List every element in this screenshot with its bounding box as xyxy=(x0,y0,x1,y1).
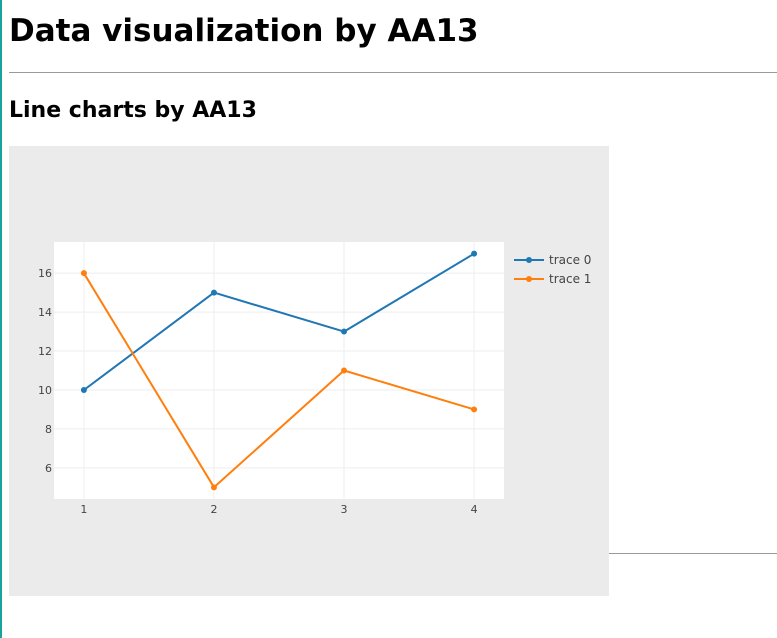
x-tick-label: 1 xyxy=(80,503,87,516)
y-tick-label: 6 xyxy=(45,462,52,475)
page-title: Data visualization by AA13 xyxy=(9,13,479,49)
data-point xyxy=(80,270,87,277)
chart-container: 1 2 3 4 6 8 10 12 14 16 trace 0 trace 1 xyxy=(9,146,609,596)
x-tick-label: 2 xyxy=(210,503,217,516)
data-point xyxy=(341,328,348,335)
y-tick-label: 14 xyxy=(38,306,52,319)
data-point xyxy=(80,386,87,393)
series-line-0 xyxy=(83,252,475,391)
legend-swatch-marker xyxy=(526,257,532,263)
y-tick-label: 8 xyxy=(45,423,52,436)
section-title: Line charts by AA13 xyxy=(9,98,257,123)
series-line-1 xyxy=(83,272,475,489)
left-accent-rule xyxy=(0,0,2,638)
y-tick-label: 16 xyxy=(38,267,52,280)
plot-area xyxy=(54,242,504,499)
data-point xyxy=(341,367,348,374)
x-tick-label: 4 xyxy=(471,503,478,516)
legend-swatch-marker xyxy=(526,276,532,282)
data-point xyxy=(471,250,478,257)
data-point xyxy=(471,406,478,413)
y-tick-label: 12 xyxy=(38,345,52,358)
data-point xyxy=(210,484,217,491)
divider-top xyxy=(9,72,777,73)
legend-label: trace 0 xyxy=(549,253,591,267)
data-point xyxy=(210,289,217,296)
legend-label: trace 1 xyxy=(549,272,591,286)
y-tick-label: 10 xyxy=(38,384,52,397)
x-tick-label: 3 xyxy=(341,503,348,516)
divider-bottom xyxy=(609,553,777,554)
